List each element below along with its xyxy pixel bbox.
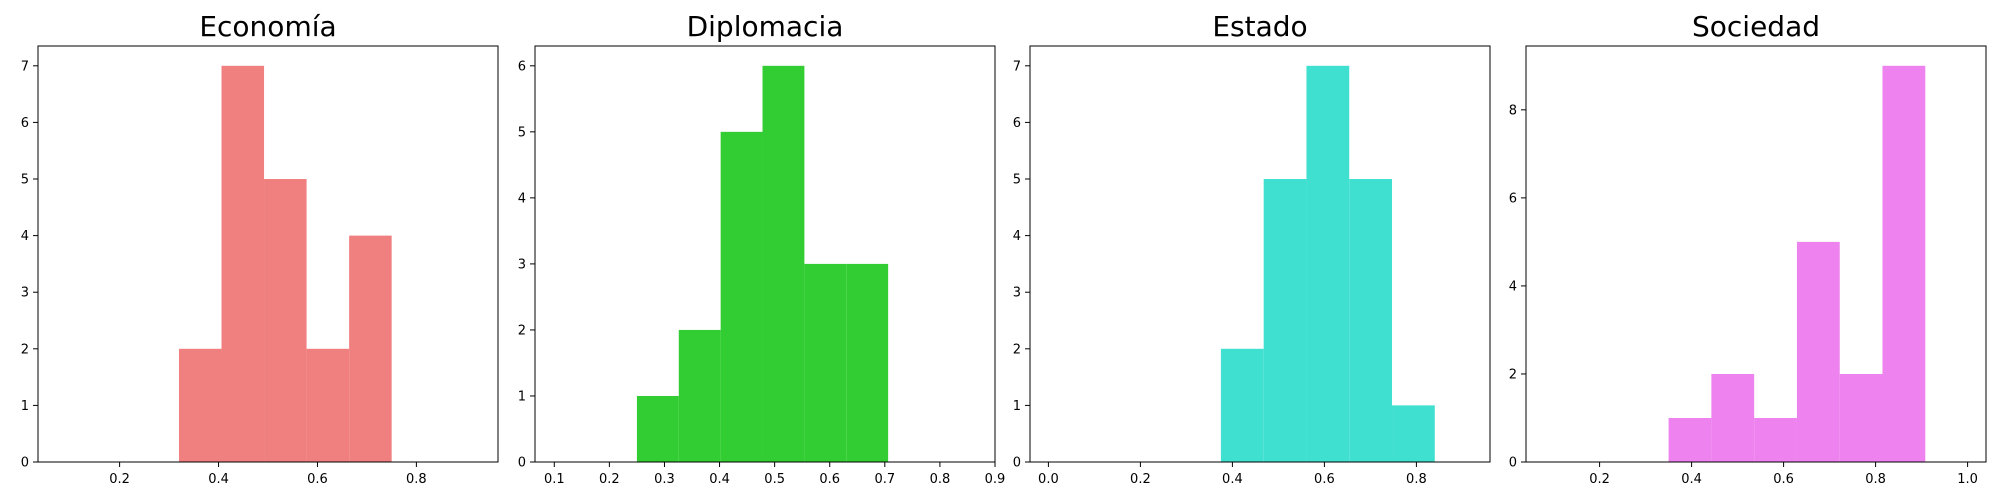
x-tick-label: 0.5 [764, 472, 785, 487]
x-tick-label: 0.4 [1222, 472, 1243, 487]
y-tick-label: 7 [21, 59, 29, 74]
x-tick-label: 0.8 [1406, 472, 1427, 487]
panel-economia: Economía 0.2 0.4 0.6 0.8 0 1 2 3 4 5 6 7 [21, 10, 499, 487]
y-tick-label: 1 [1013, 399, 1021, 414]
x-tick-label: 0.6 [1773, 472, 1794, 487]
x-tick-label: 0.9 [985, 472, 1006, 487]
axes-frame [37, 45, 499, 463]
y-tick-label: 8 [1509, 103, 1517, 118]
histogram-bar [1796, 241, 1840, 462]
histogram-bar [804, 263, 847, 462]
y-tick-label: 4 [1509, 279, 1517, 294]
panel-title: Diplomacia [687, 10, 844, 43]
histogram-bar [1711, 373, 1755, 462]
y-tick-label: 0 [518, 456, 526, 471]
panel-estado: Estado 0.0 0.2 0.4 0.6 0.8 0 1 2 3 4 5 6 7 [1013, 10, 1491, 487]
panel-diplomacia: Diplomacia 0.1 0.2 0.3 0.4 0.5 0.6 0.7 0.8 0.9 0 1… [518, 10, 1006, 487]
histogram-bar [1882, 65, 1926, 462]
x-tick-label: 0.6 [819, 472, 840, 487]
histogram-bar [221, 65, 265, 462]
histogram-bar [1263, 179, 1307, 462]
histogram-bar [678, 329, 721, 462]
y-tick-label: 6 [21, 116, 29, 131]
y-tick-label: 2 [1013, 342, 1021, 357]
y-tick-label: 3 [518, 257, 526, 272]
y-tick-label: 5 [1013, 173, 1021, 188]
histogram-bar [1220, 348, 1264, 462]
x-tick-label: 0.8 [406, 472, 427, 487]
histogram-bar [1392, 405, 1435, 462]
x-tick-label: 0.2 [599, 472, 620, 487]
histogram-bar [306, 348, 350, 462]
histogram-bar [846, 263, 889, 462]
histogram-bar [264, 179, 307, 462]
y-tick-label: 4 [1013, 229, 1021, 244]
panel-title: Economía [199, 10, 336, 43]
y-tick-label: 1 [518, 389, 526, 404]
x-tick-label: 0.1 [544, 472, 565, 487]
axes-frame [1029, 45, 1491, 463]
histogram-bar [1668, 417, 1712, 462]
panel-sociedad: Sociedad 0.2 0.4 0.6 0.8 1.0 0 2 4 6 8 [1509, 10, 1987, 487]
x-tick-label: 0.6 [1314, 472, 1335, 487]
axes-frame [1525, 45, 1987, 463]
histogram-bar [1349, 179, 1393, 462]
y-tick-label: 3 [1013, 286, 1021, 301]
x-tick-label: 0.7 [874, 472, 895, 487]
x-tick-label: 0.8 [1865, 472, 1886, 487]
histogram-bar [178, 348, 222, 462]
x-tick-label: 0.6 [307, 472, 328, 487]
panel-title: Estado [1212, 10, 1307, 43]
histogram-bar [1839, 373, 1883, 462]
y-tick-label: 6 [1509, 191, 1517, 206]
y-tick-label: 2 [21, 342, 29, 357]
x-tick-label: 1.0 [1957, 472, 1978, 487]
y-tick-label: 5 [21, 173, 29, 188]
histogram-bar [1754, 417, 1797, 462]
y-tick-label: 6 [518, 59, 526, 74]
x-tick-label: 0.8 [930, 472, 951, 487]
y-tick-label: 0 [1013, 456, 1021, 471]
y-tick-label: 3 [21, 286, 29, 301]
y-tick-label: 6 [1013, 116, 1021, 131]
y-tick-label: 1 [21, 399, 29, 414]
x-tick-label: 0.2 [109, 472, 130, 487]
x-tick-label: 0.2 [1589, 472, 1610, 487]
y-tick-label: 0 [21, 456, 29, 471]
x-tick-label: 0.2 [1130, 472, 1151, 487]
x-tick-label: 0.4 [709, 472, 730, 487]
x-tick-label: 0.3 [654, 472, 675, 487]
y-tick-label: 4 [21, 229, 29, 244]
x-tick-label: 0.0 [1038, 472, 1059, 487]
y-tick-label: 4 [518, 191, 526, 206]
y-tick-label: 7 [1013, 59, 1021, 74]
y-tick-label: 2 [518, 323, 526, 338]
histogram-bar [636, 395, 679, 462]
y-tick-label: 2 [1509, 367, 1517, 382]
histogram-bar [720, 131, 763, 462]
x-tick-label: 0.4 [1681, 472, 1702, 487]
x-tick-label: 0.4 [208, 472, 229, 487]
panel-title: Sociedad [1692, 10, 1820, 43]
histogram-bar [349, 235, 392, 462]
y-tick-label: 0 [1509, 456, 1517, 471]
y-tick-label: 5 [518, 125, 526, 140]
axes-frame [534, 45, 996, 463]
histogram-bar [1306, 65, 1350, 462]
histogram-bar [762, 65, 805, 462]
